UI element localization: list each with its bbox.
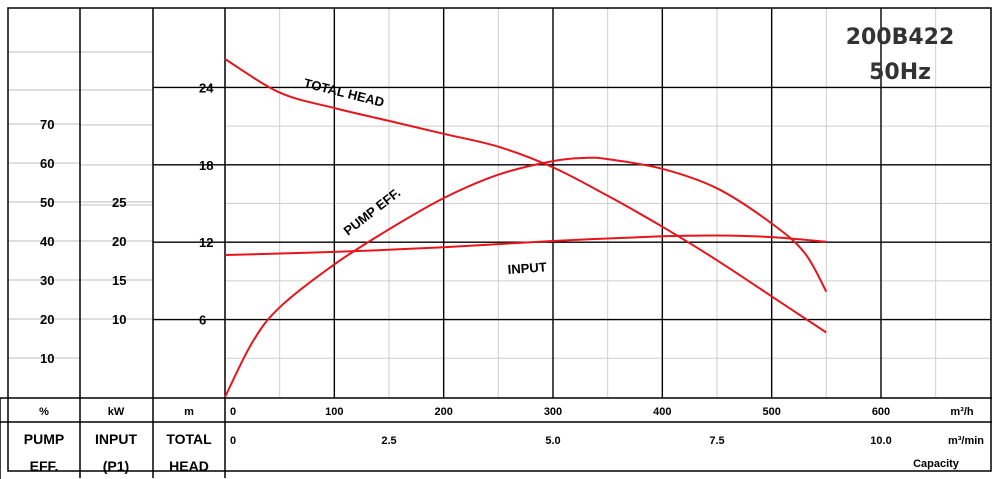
x-tick-secondary: 2.5	[381, 435, 396, 447]
head-tick-label: 18	[199, 158, 213, 173]
eff-tick-label: 30	[40, 273, 54, 288]
eff-tick-label: 40	[40, 234, 54, 249]
input-unit: kW	[108, 406, 125, 418]
head-axis-name: TOTAL	[166, 431, 212, 447]
eff-unit: %	[39, 406, 49, 418]
input-tick-label: 15	[112, 273, 126, 288]
total-head-curve	[224, 58, 827, 334]
eff-tick-label: 60	[40, 156, 54, 171]
eff-tick-label: 10	[40, 351, 54, 366]
pump-eff-curve	[224, 156, 828, 398]
eff-tick-label: 50	[40, 195, 54, 210]
x-axis-title: Capacity	[913, 458, 960, 470]
head-axis-name-2: HEAD	[169, 458, 209, 474]
input-axis-name: INPUT	[95, 431, 137, 447]
head-unit: m	[184, 406, 194, 418]
x-tick-primary: 0	[230, 406, 236, 418]
input-tick-label: 25	[112, 195, 126, 210]
frequency-subtitle: 50Hz	[869, 60, 931, 85]
chart-frame	[7, 7, 992, 472]
eff-axis-name-2: EFF.	[30, 458, 59, 474]
x-tick-primary: 600	[872, 406, 890, 418]
input-axis-name-2: (P1)	[103, 458, 129, 474]
model-title: 200B422	[846, 25, 955, 50]
x-unit-secondary: m³/min	[948, 435, 984, 447]
x-tick-secondary: 0	[230, 435, 236, 447]
eff-axis-name: PUMP	[24, 431, 64, 447]
input-label: INPUT	[507, 259, 547, 277]
head-tick-label: 6	[199, 313, 206, 328]
chart-curves	[224, 58, 828, 398]
input-tick-label: 20	[112, 234, 126, 249]
eff-tick-label: 20	[40, 312, 54, 327]
total-head-label: TOTAL HEAD	[302, 75, 386, 109]
x-tick-primary: 100	[325, 406, 343, 418]
x-tick-primary: 200	[434, 406, 452, 418]
head-tick-label: 24	[199, 80, 214, 95]
head-tick-label: 12	[199, 235, 213, 250]
input-curve	[224, 234, 827, 256]
x-tick-primary: 400	[653, 406, 671, 418]
eff-tick-label: 70	[40, 117, 54, 132]
x-tick-primary: 300	[544, 406, 562, 418]
chart-grid	[0, 7, 992, 479]
chart-labels: 10 20 30 40 50 60 70 10 15 20 25 6 12 18 24% kW m 0 100 200…	[24, 75, 985, 474]
x-tick-secondary: 5.0	[545, 435, 560, 447]
input-tick-label: 10	[112, 312, 126, 327]
x-tick-secondary: 7.5	[709, 435, 724, 447]
pump-eff-label: PUMP EFF.	[341, 185, 404, 238]
x-tick-primary: 500	[762, 406, 780, 418]
x-tick-secondary: 10.0	[870, 435, 891, 447]
x-unit-primary: m³/h	[950, 406, 974, 418]
